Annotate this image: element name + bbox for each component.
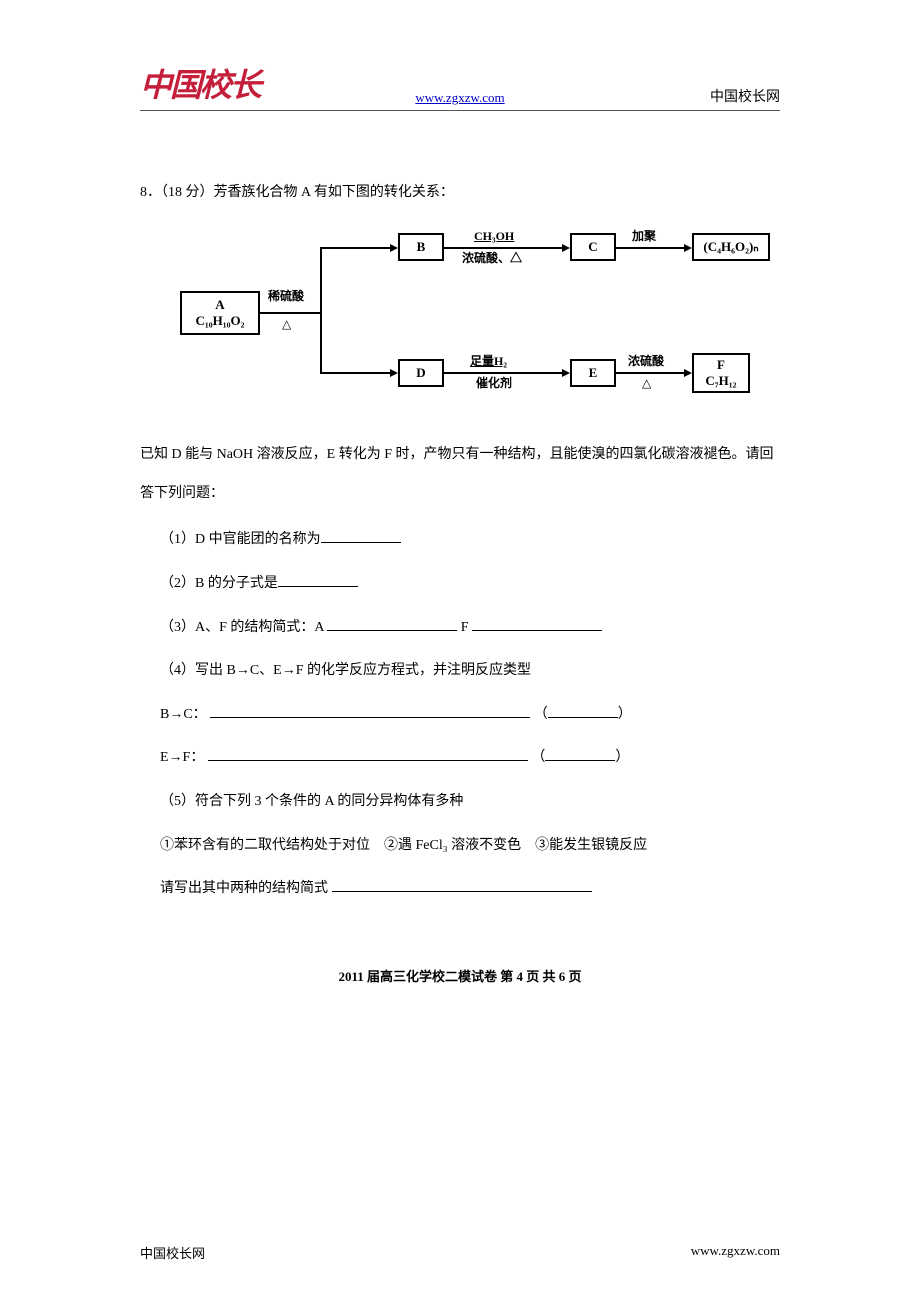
box-F-label: F <box>717 357 725 373</box>
arrow-segment <box>616 372 684 374</box>
blank-q4bc <box>210 702 530 718</box>
box-F-formula: C₇H₁₂ <box>705 373 736 389</box>
label-triangle: △ <box>282 317 291 331</box>
footer-url: www.zgxzw.com <box>691 1243 780 1262</box>
site-logo: 中国校长 <box>140 60 260 106</box>
arrow-head-icon <box>390 369 398 377</box>
label-conc-acid: 浓硫酸、△ <box>462 251 522 265</box>
reaction-diagram: A C₁₀H₁₀O₂ B C (C₄H₆O₂)ₙ D E F C₇H₁₂ <box>180 225 780 405</box>
paren-ef: （） <box>531 750 629 765</box>
sub-q4-bc: B→C： （） <box>160 698 780 732</box>
arrow-segment <box>260 312 320 314</box>
blank-type-bc <box>548 702 618 718</box>
header-site-name: 中国校长网 <box>710 86 780 106</box>
label-triangle2: △ <box>642 376 651 390</box>
page-header: 中国校长 www.zgxzw.com 中国校长网 <box>140 60 780 111</box>
arrow-head-icon <box>684 244 692 252</box>
blank-type-ef <box>545 745 615 761</box>
arrow-segment <box>616 247 684 249</box>
blank-q3f <box>472 615 602 631</box>
blank-q2 <box>278 571 358 587</box>
q5-write-text: 请写出其中两种的结构简式 <box>160 881 328 896</box>
box-E: E <box>570 359 616 387</box>
sub-q5-title: （5）符合下列 3 个条件的 A 的同分异构体有多种 <box>160 785 780 819</box>
question-number: 8． <box>140 185 161 200</box>
q1-text: （1）D 中官能团的名称为 <box>160 532 321 547</box>
label-dilute-acid: 稀硫酸 <box>268 289 304 303</box>
q4-ef-label: E→F： <box>160 750 204 765</box>
known-text: 已知 D 能与 NaOH 溶液反应，E 转化为 F 时，产物只有一种结构，且能使… <box>140 435 780 513</box>
box-B: B <box>398 233 444 261</box>
arrow-segment <box>320 247 390 249</box>
box-D: D <box>398 359 444 387</box>
blank-q5 <box>332 876 592 892</box>
q2-text: （2）B 的分子式是 <box>160 576 278 591</box>
label-conc-acid2: 浓硫酸 <box>628 354 664 368</box>
sub-q5-write: 请写出其中两种的结构简式 <box>160 872 780 906</box>
arrow-head-icon <box>562 244 570 252</box>
q5-c2: ②遇 FeCl₃ 溶液不变色 <box>384 838 521 853</box>
label-h2: 足量H₂ <box>470 354 507 368</box>
arrow-head-icon <box>390 244 398 252</box>
q5-c1: ①苯环含有的二取代结构处于对位 <box>160 838 370 853</box>
arrow-segment <box>444 372 562 374</box>
page-container: 中国校长 www.zgxzw.com 中国校长网 8．（18 分）芳香族化合物 … <box>0 0 920 1025</box>
q3-pre: （3）A、F 的结构简式：A <box>160 620 324 635</box>
box-A-label: A <box>215 297 224 313</box>
arrow-segment <box>320 372 390 374</box>
sub-q3: （3）A、F 的结构简式：A F <box>160 611 780 645</box>
q4-bc-label: B→C： <box>160 707 207 722</box>
exam-footer: 2011 届高三化学校二模试卷 第 4 页 共 6 页 <box>140 966 780 985</box>
content-area: 8．（18 分）芳香族化合物 A 有如下图的转化关系： A C₁₀H₁₀O₂ B… <box>140 181 780 985</box>
box-A-formula: C₁₀H₁₀O₂ <box>195 313 244 329</box>
label-methanol: CH₃OH <box>474 229 514 243</box>
q3-mid: F <box>461 620 469 635</box>
question-points: （18 分） <box>161 185 214 200</box>
box-F: F C₇H₁₂ <box>692 353 750 393</box>
blank-q1 <box>321 527 401 543</box>
q5-c3: ③能发生银镜反应 <box>535 838 647 853</box>
box-C: C <box>570 233 616 261</box>
arrow-head-icon <box>562 369 570 377</box>
arrow-segment <box>320 247 322 373</box>
label-catalyst: 催化剂 <box>476 376 512 390</box>
label-polymerize: 加聚 <box>632 229 656 243</box>
sub-q5-conditions: ①苯环含有的二取代结构处于对位 ②遇 FeCl₃ 溶液不变色 ③能发生银镜反应 <box>160 829 780 863</box>
sub-q2: （2）B 的分子式是 <box>160 567 780 601</box>
box-polymer: (C₄H₆O₂)ₙ <box>692 233 770 261</box>
footer-site: 中国校长网 <box>140 1243 205 1262</box>
sub-q4-title: （4）写出 B→C、E→F 的化学反应方程式，并注明反应类型 <box>160 654 780 688</box>
question-title: 8．（18 分）芳香族化合物 A 有如下图的转化关系： <box>140 181 780 201</box>
sub-q1: （1）D 中官能团的名称为 <box>160 523 780 557</box>
arrow-segment <box>444 247 562 249</box>
page-footer: 中国校长网 www.zgxzw.com <box>140 1243 780 1262</box>
header-url[interactable]: www.zgxzw.com <box>415 90 504 106</box>
arrow-head-icon <box>684 369 692 377</box>
box-A: A C₁₀H₁₀O₂ <box>180 291 260 335</box>
paren-bc: （） <box>534 707 632 722</box>
question-text: 芳香族化合物 A 有如下图的转化关系： <box>214 185 454 200</box>
blank-q4ef <box>208 745 528 761</box>
blank-q3a <box>327 615 457 631</box>
sub-q4-ef: E→F： （） <box>160 741 780 775</box>
